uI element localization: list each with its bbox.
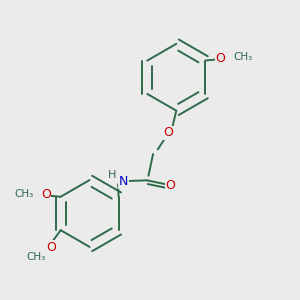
Text: CH₃: CH₃ [14,189,33,199]
Text: H: H [108,170,116,180]
Text: N: N [119,176,128,188]
Text: O: O [215,52,225,64]
Text: O: O [41,188,51,201]
Text: CH₃: CH₃ [233,52,252,62]
Text: CH₃: CH₃ [27,252,46,262]
Text: O: O [165,179,175,192]
Text: O: O [164,127,173,140]
Text: O: O [46,241,56,254]
